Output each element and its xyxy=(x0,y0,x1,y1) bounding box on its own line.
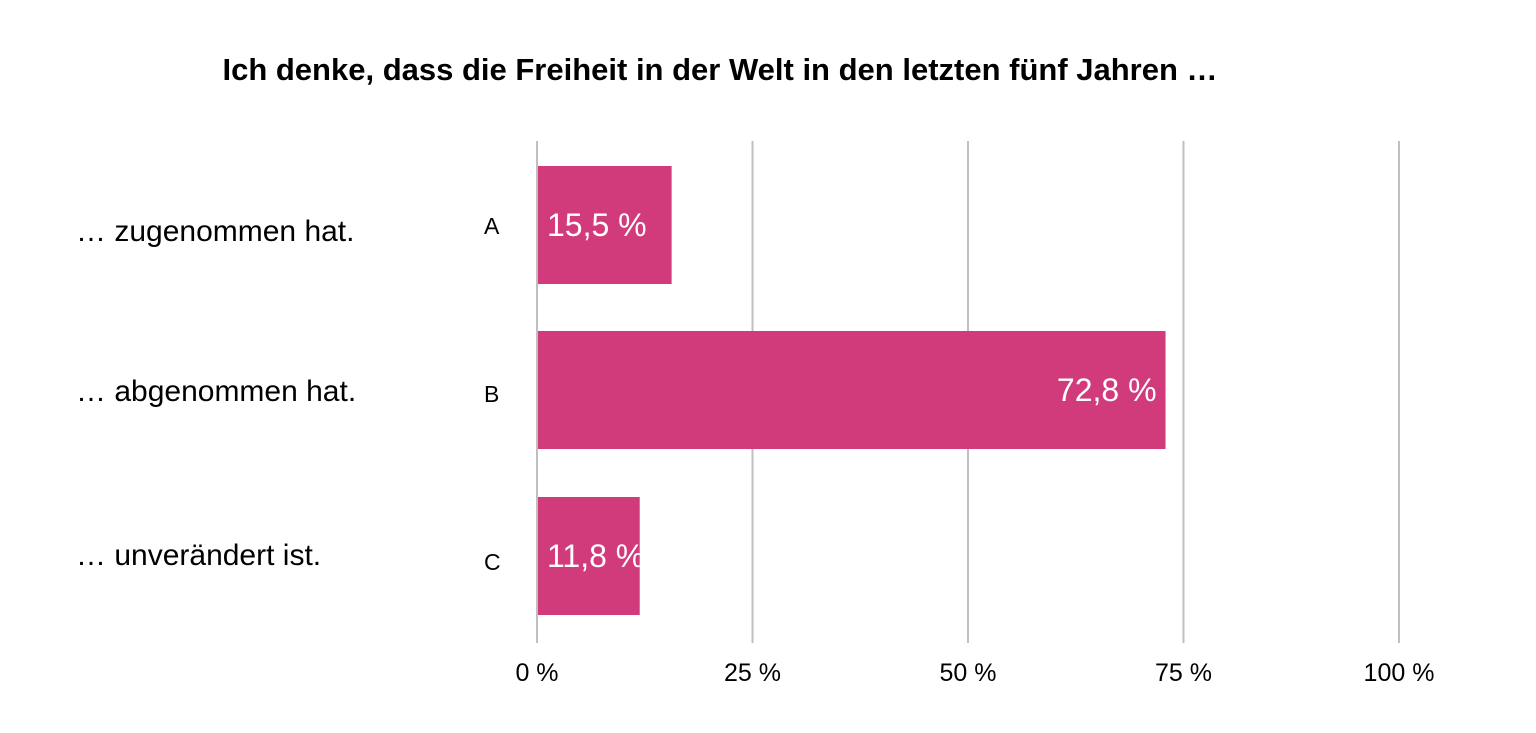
x-tick-label-3: 75 % xyxy=(1155,659,1212,687)
x-tick-label-4: 100 % xyxy=(1364,659,1435,687)
category-label-c: … unverändert ist. xyxy=(76,539,322,572)
x-tick-label-0: 0 % xyxy=(515,659,558,687)
bar-b xyxy=(538,331,1166,449)
category-label-b: … abgenommen hat. xyxy=(76,375,357,408)
code-label-b: B xyxy=(484,381,500,407)
value-label-b: 72,8 % xyxy=(1057,372,1157,408)
code-label-c: C xyxy=(484,549,501,575)
bar-a xyxy=(538,166,672,284)
x-tick-label-2: 50 % xyxy=(940,659,997,687)
chart-title: Ich denke, dass die Freiheit in der Welt… xyxy=(222,52,1218,87)
value-label-a: 15,5 % xyxy=(547,207,647,243)
code-label-a: A xyxy=(484,213,500,239)
bar-c xyxy=(538,497,640,615)
category-label-a: … zugenommen hat. xyxy=(76,215,355,248)
x-tick-label-1: 25 % xyxy=(724,659,781,687)
value-label-c: 11,8 % xyxy=(547,538,644,574)
